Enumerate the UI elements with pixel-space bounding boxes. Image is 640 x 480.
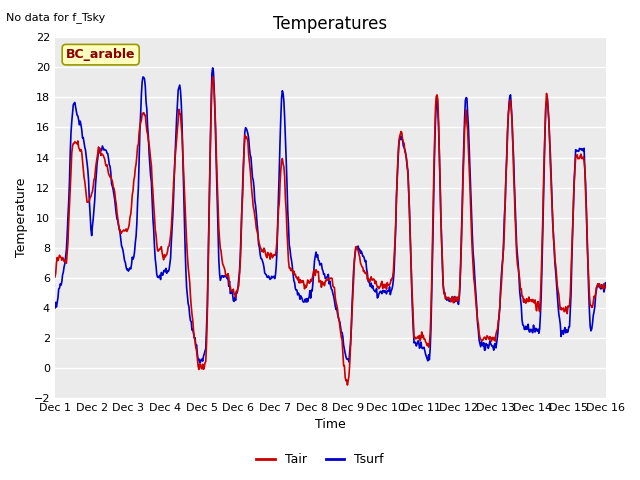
- X-axis label: Time: Time: [315, 419, 346, 432]
- Y-axis label: Temperature: Temperature: [15, 178, 28, 257]
- Title: Temperatures: Temperatures: [273, 15, 387, 33]
- Text: No data for f_Tsky: No data for f_Tsky: [6, 12, 106, 23]
- Legend: Tair, Tsurf: Tair, Tsurf: [251, 448, 389, 471]
- Text: BC_arable: BC_arable: [66, 48, 136, 61]
